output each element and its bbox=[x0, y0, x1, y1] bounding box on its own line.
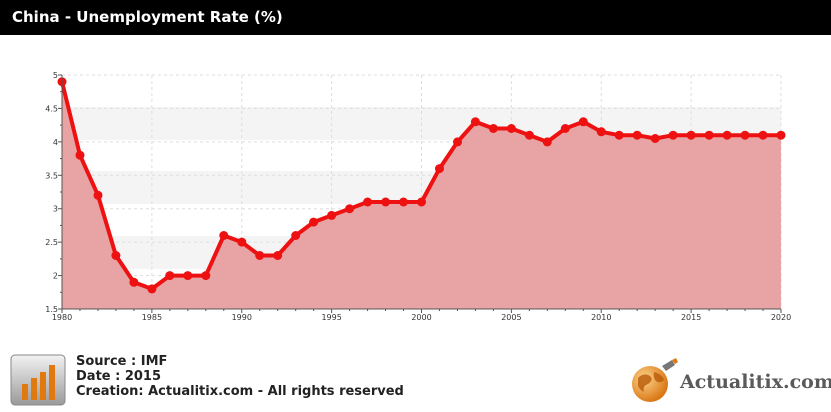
y-tick-label: 4 bbox=[53, 138, 58, 147]
logo-text: Actualitix.com bbox=[680, 371, 831, 393]
data-point bbox=[560, 124, 570, 133]
data-point bbox=[381, 197, 391, 207]
data-point bbox=[327, 210, 337, 220]
y-tick-label: 5 bbox=[53, 71, 58, 80]
data-point bbox=[524, 130, 534, 140]
footer-info: Source : IMF Date : 2015 Creation: Actua… bbox=[76, 354, 404, 399]
creation-text: Creation: Actualitix.com - All rights re… bbox=[76, 384, 404, 399]
footer: Source : IMF Date : 2015 Creation: Actua… bbox=[0, 346, 831, 412]
data-point bbox=[93, 190, 103, 200]
chart-title: China - Unemployment Rate (%) bbox=[0, 0, 831, 35]
x-tick-label: 2005 bbox=[501, 313, 521, 322]
bar-chart-icon bbox=[10, 354, 66, 406]
x-tick-label: 2010 bbox=[591, 313, 611, 322]
data-point bbox=[596, 127, 606, 137]
data-point bbox=[111, 251, 121, 260]
data-point bbox=[255, 251, 265, 260]
x-tick-label: 1990 bbox=[232, 313, 252, 322]
chart: 1.5 2 2.5 3 3.5 4 4.5 5 1980 1985 1990 1995 2000 200… bbox=[45, 71, 791, 322]
y-tick-label: 1.5 bbox=[45, 305, 58, 314]
tick-marks bbox=[58, 74, 782, 313]
data-point bbox=[614, 130, 624, 140]
data-point bbox=[722, 130, 732, 140]
data-point bbox=[758, 130, 768, 140]
data-point bbox=[578, 117, 588, 127]
data-point bbox=[686, 130, 696, 140]
data-point bbox=[470, 117, 480, 127]
data-point bbox=[345, 204, 355, 214]
data-point bbox=[417, 197, 426, 207]
data-point bbox=[75, 150, 85, 160]
globe-icon bbox=[632, 358, 678, 402]
actualitix-logo: Actualitix.com bbox=[628, 356, 831, 406]
y-tick-labels: 1.5 2 2.5 3 3.5 4 4.5 5 bbox=[45, 71, 58, 314]
data-point bbox=[165, 271, 175, 281]
x-tick-label: 2015 bbox=[681, 313, 701, 322]
x-tick-label: 1980 bbox=[52, 313, 72, 322]
data-points bbox=[57, 77, 786, 294]
data-point bbox=[435, 164, 444, 174]
data-point bbox=[309, 217, 319, 227]
data-point bbox=[488, 124, 498, 133]
data-point bbox=[363, 197, 373, 207]
data-point bbox=[740, 130, 750, 140]
y-tick-label: 3 bbox=[53, 205, 58, 214]
data-point bbox=[650, 134, 660, 143]
data-point bbox=[237, 237, 247, 247]
data-point bbox=[704, 130, 714, 140]
data-point bbox=[147, 284, 157, 294]
y-tick-label: 4.5 bbox=[45, 104, 58, 113]
y-tick-label: 2 bbox=[53, 272, 58, 281]
data-point bbox=[273, 251, 283, 260]
data-point bbox=[776, 130, 786, 140]
y-tick-label: 2.5 bbox=[45, 238, 58, 247]
data-point bbox=[399, 197, 408, 207]
data-point bbox=[129, 277, 139, 287]
data-point bbox=[219, 231, 229, 240]
data-point bbox=[632, 130, 642, 140]
x-tick-label: 2000 bbox=[411, 313, 431, 322]
data-point bbox=[668, 130, 678, 140]
x-tick-labels: 1980 1985 1990 1995 2000 2005 2010 2015 2020 bbox=[52, 313, 791, 322]
series-area bbox=[62, 81, 781, 309]
data-point bbox=[506, 124, 516, 133]
data-point bbox=[453, 137, 462, 147]
y-tick-label: 3.5 bbox=[45, 171, 58, 180]
x-tick-label: 1985 bbox=[142, 313, 162, 322]
data-point bbox=[291, 231, 301, 240]
date-text: Date : 2015 bbox=[76, 369, 162, 384]
x-tick-label: 2020 bbox=[771, 313, 791, 322]
data-point bbox=[183, 271, 193, 281]
x-tick-label: 1995 bbox=[321, 313, 341, 322]
source-text: Source : IMF bbox=[76, 354, 168, 369]
data-point bbox=[201, 271, 211, 281]
data-point bbox=[542, 137, 552, 147]
